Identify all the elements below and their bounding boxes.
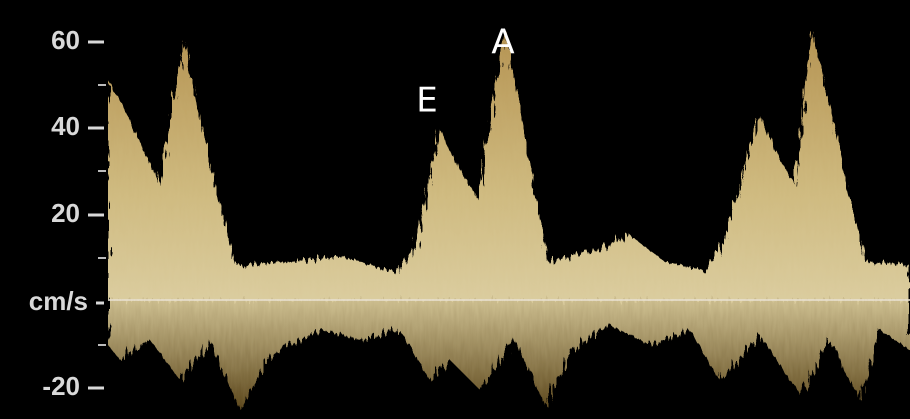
y-tick-label: 40 bbox=[51, 111, 80, 141]
doppler-image: 60 40 20 cm/s -20 E A bbox=[0, 0, 910, 419]
y-tick-label: 60 bbox=[51, 25, 80, 55]
axis-unit: cm/s bbox=[29, 286, 88, 316]
y-tick-label: 20 bbox=[51, 198, 80, 228]
annotation-a: A bbox=[491, 23, 514, 63]
annotation-e: E bbox=[416, 81, 437, 121]
y-tick-label: -20 bbox=[42, 371, 80, 401]
